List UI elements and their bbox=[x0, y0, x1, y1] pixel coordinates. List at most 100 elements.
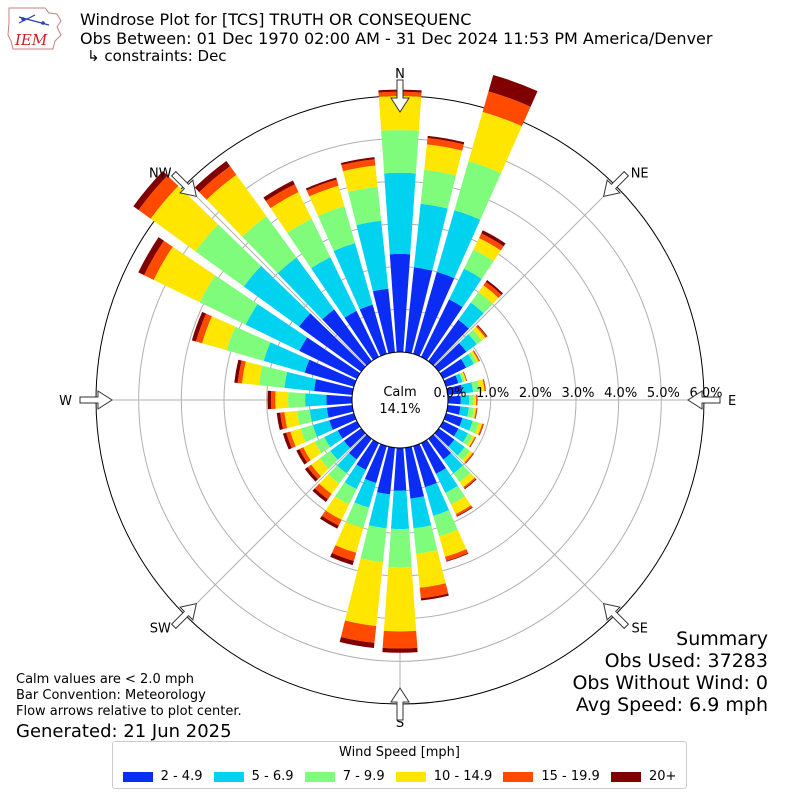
legend-swatch bbox=[610, 771, 641, 782]
calm-circle bbox=[351, 351, 449, 449]
bar-segment bbox=[413, 203, 448, 271]
bar-segment bbox=[133, 171, 168, 211]
radial-tick-label: 1.0% bbox=[476, 386, 509, 401]
bar-segment bbox=[245, 303, 308, 351]
bar-segment bbox=[459, 334, 477, 352]
bar-segment bbox=[464, 249, 494, 279]
compass-label-nw: NW bbox=[149, 166, 172, 181]
bar-segment bbox=[479, 233, 504, 251]
summary-obs-without-wind: Obs Without Wind: 0 bbox=[572, 672, 768, 694]
bar-segment bbox=[202, 316, 236, 351]
flow-arrow-shape bbox=[602, 170, 630, 198]
bar-segment bbox=[194, 160, 231, 193]
bar-segment bbox=[243, 265, 311, 327]
bar-segment bbox=[482, 379, 486, 392]
flow-arrow-e bbox=[687, 390, 721, 410]
bar-segment bbox=[226, 326, 271, 361]
bar-segment bbox=[138, 175, 179, 219]
compass-label-se: SE bbox=[631, 622, 647, 637]
bar-segment bbox=[456, 507, 473, 517]
bar-segment bbox=[326, 394, 353, 406]
bar-segment bbox=[234, 359, 242, 383]
legend-label: 5 - 6.9 bbox=[251, 769, 294, 784]
bar-segment bbox=[300, 424, 318, 443]
grid-spoke bbox=[433, 433, 616, 616]
bar-segment bbox=[299, 313, 366, 372]
bar-segment bbox=[424, 482, 450, 516]
bar-segment bbox=[439, 421, 459, 437]
compass-label-e: E bbox=[728, 394, 736, 409]
bar-segment bbox=[420, 169, 456, 209]
notes-block: Calm values are < 2.0 mph Bar Convention… bbox=[16, 672, 242, 742]
bar-segment bbox=[471, 380, 480, 393]
bar-segment bbox=[468, 329, 482, 345]
bar-segment bbox=[446, 552, 469, 562]
bar-segment bbox=[462, 433, 473, 446]
bar-segment bbox=[454, 161, 502, 220]
bar-segment bbox=[284, 371, 317, 391]
bar-segment bbox=[378, 95, 422, 131]
legend: Wind Speed [mph] 2 - 4.9 5 - 6.9 7 - 9.9 10… bbox=[112, 741, 687, 789]
bar-segment bbox=[305, 393, 327, 407]
bar-segment bbox=[344, 310, 379, 361]
flow-arrow-w bbox=[79, 390, 113, 410]
legend-swatch bbox=[503, 771, 534, 782]
bar-segment bbox=[307, 464, 321, 480]
bar-segment bbox=[270, 390, 276, 410]
bar-segment bbox=[446, 405, 461, 415]
bar-segment bbox=[270, 191, 312, 233]
bar-segment bbox=[280, 412, 288, 430]
bar-segment bbox=[447, 395, 461, 405]
compass-label-n: N bbox=[395, 67, 405, 82]
bar-segment bbox=[195, 313, 212, 344]
bar-segment bbox=[465, 453, 475, 464]
flow-arrow-shape bbox=[79, 390, 113, 410]
bar-segment bbox=[356, 220, 389, 292]
bar-segment bbox=[436, 210, 481, 279]
radial-tick-label: 2.0% bbox=[519, 386, 552, 401]
bar-segment bbox=[467, 435, 475, 447]
summary-avg-speed: Avg Speed: 6.9 mph bbox=[575, 694, 768, 716]
bar-segment bbox=[328, 465, 347, 484]
windrose-bars bbox=[133, 74, 538, 653]
bar-segment bbox=[460, 395, 470, 405]
bar-segment bbox=[150, 185, 219, 252]
flow-arrow-se bbox=[602, 602, 630, 630]
bar-segment bbox=[195, 224, 262, 287]
bar-segment bbox=[478, 423, 484, 436]
radial-tick-label: 3.0% bbox=[561, 386, 594, 401]
flow-arrow-shape bbox=[170, 602, 198, 630]
bar-segment bbox=[275, 391, 289, 409]
bar-segment bbox=[393, 447, 407, 491]
bar-segment bbox=[296, 449, 308, 465]
legend-title: Wind Speed [mph] bbox=[339, 745, 460, 760]
legend-items: 2 - 4.9 5 - 6.9 7 - 9.9 10 - 14.9 15 - 19.9 2… bbox=[113, 769, 686, 784]
bar-segment bbox=[436, 468, 458, 493]
bar-segment bbox=[462, 450, 473, 463]
bar-segment bbox=[339, 637, 375, 649]
bar-segment bbox=[265, 184, 299, 209]
bar-segment bbox=[314, 379, 354, 395]
bar-segment bbox=[282, 432, 292, 450]
bar-segment bbox=[306, 179, 339, 197]
bar-segment bbox=[337, 452, 357, 474]
bar-segment bbox=[477, 324, 488, 337]
bar-segment bbox=[267, 390, 272, 410]
calm-label: Calm bbox=[383, 385, 416, 400]
bar-segment bbox=[473, 237, 501, 262]
bar-segment bbox=[473, 350, 480, 362]
bar-segment bbox=[312, 420, 333, 437]
legend-swatch bbox=[395, 771, 426, 782]
calm-value: 14.1% bbox=[379, 402, 420, 417]
bar-segment bbox=[199, 166, 237, 200]
legend-swatch bbox=[304, 771, 335, 782]
bar-segment bbox=[359, 304, 387, 357]
bar-segment bbox=[426, 137, 464, 151]
compass-label-s: S bbox=[396, 716, 404, 731]
bar-segment bbox=[337, 421, 361, 439]
bar-segment bbox=[348, 186, 382, 226]
bar-segment bbox=[481, 230, 506, 247]
note-calm: Calm values are < 2.0 mph bbox=[16, 672, 195, 687]
bar-segment bbox=[314, 483, 332, 500]
